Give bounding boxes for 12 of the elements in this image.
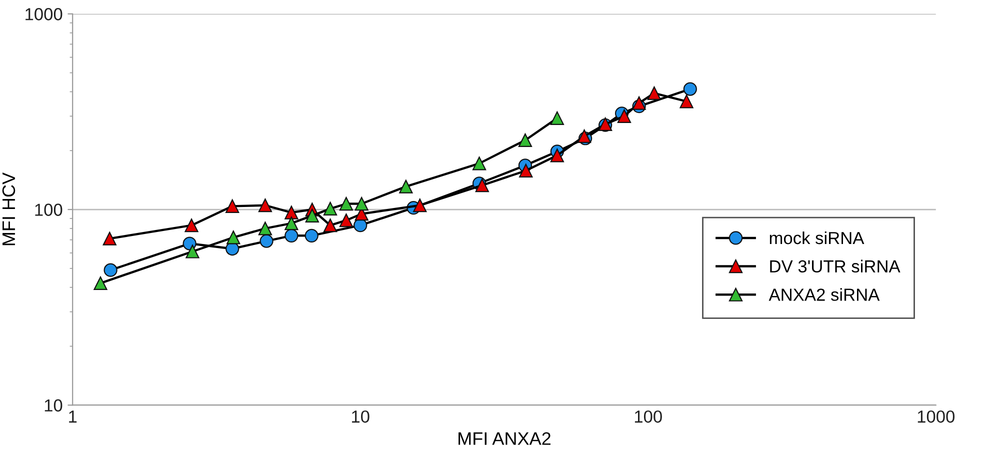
x-tick-label: 1 [69,410,77,423]
y-axis-title: MFI HCV [2,172,16,246]
y-tick-label: 1000 [26,8,62,20]
legend-label: mock siRNA [770,231,864,244]
legend-label: ANXA2 siRNA [768,288,880,301]
y-tick-label: 100 [35,204,62,216]
x-tick-label: 10 [352,410,370,423]
x-tick-label: 1000 [918,410,955,423]
x-tick-label: 100 [634,410,662,423]
x-axis-title: MFI ANXA2 [458,432,550,445]
legend-label: DV 3'UTR siRNA [770,260,900,273]
y-tick-label: 10 [44,399,62,412]
